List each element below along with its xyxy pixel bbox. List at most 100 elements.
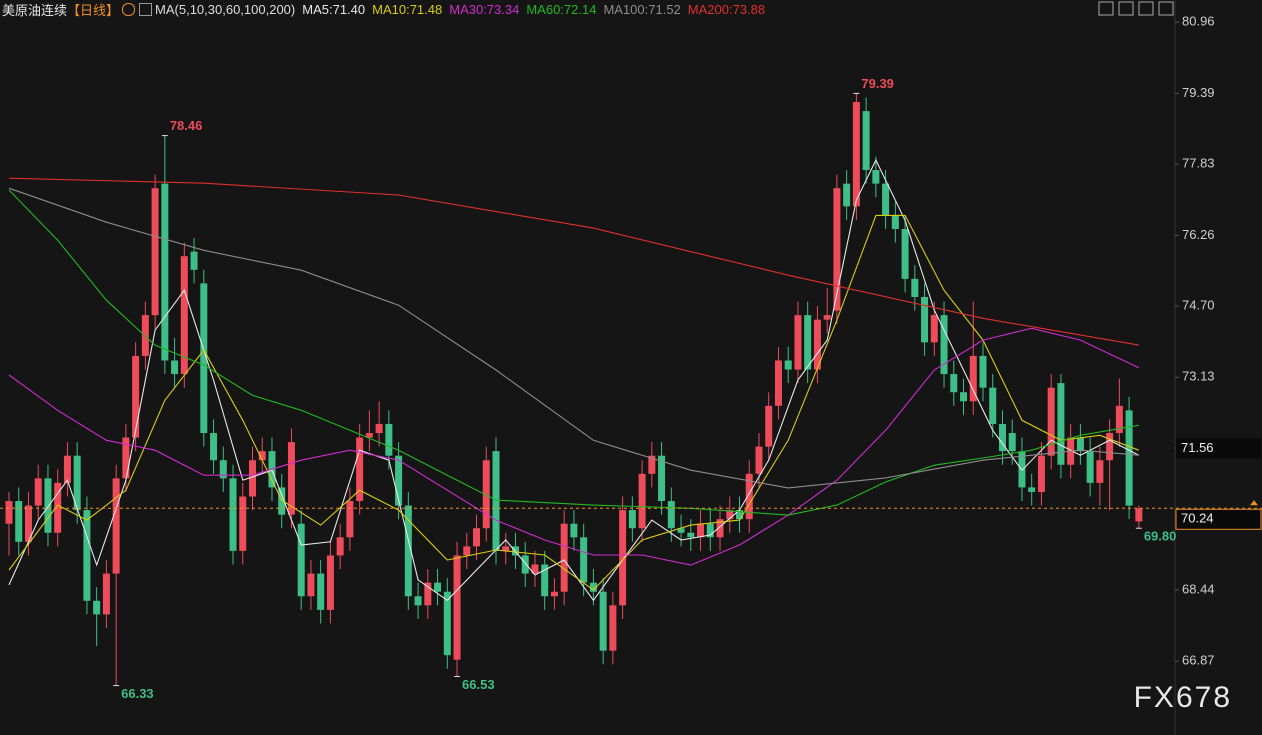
candle-body	[395, 455, 403, 506]
candle-body	[336, 537, 344, 556]
candle-body	[823, 315, 831, 320]
candle-body	[1115, 405, 1123, 434]
header: 美原油连续 【日线】 MA(5,10,30,60,100,200) MA5:71…	[2, 0, 772, 18]
y-tick-label: 74.70	[1182, 297, 1215, 312]
price-tag: 71.56	[1181, 440, 1214, 455]
ma-line	[8, 158, 1140, 602]
annotation-label: 79.39	[861, 76, 894, 91]
candle-body	[833, 188, 841, 311]
candle-body	[628, 510, 636, 529]
candle-body	[901, 228, 909, 279]
candle-body	[453, 555, 461, 660]
candle-body	[24, 505, 32, 542]
candle-body	[794, 315, 802, 370]
icon[interactable]	[122, 2, 136, 16]
candle-body	[891, 215, 899, 229]
candle-body	[210, 433, 218, 461]
candle-body	[687, 532, 695, 538]
price-tag-box	[1176, 438, 1261, 459]
candle-body	[1106, 433, 1114, 461]
candle-body	[560, 523, 568, 592]
candle-body	[34, 478, 42, 506]
candle-body	[239, 496, 247, 551]
ma-line	[8, 187, 1139, 489]
candle-body	[843, 183, 851, 207]
ma-line	[8, 189, 1139, 516]
candle-body	[979, 355, 987, 388]
candle-body	[531, 564, 539, 574]
candle-body	[424, 582, 432, 606]
candle-body	[102, 573, 110, 615]
tool-button[interactable]	[1118, 1, 1134, 16]
annotation-label: 66.53	[462, 677, 495, 692]
candle-body	[989, 387, 997, 424]
candle-body	[93, 600, 101, 615]
candle-body	[1008, 433, 1016, 452]
candle-body	[599, 591, 607, 651]
candle-body	[580, 537, 588, 583]
candle-body	[356, 437, 364, 502]
tool-button[interactable]	[1098, 1, 1114, 16]
candle-body	[1076, 437, 1084, 452]
candle-body	[414, 596, 422, 606]
candle-body	[317, 573, 325, 610]
candle-body	[44, 478, 52, 533]
candle-body	[969, 355, 977, 402]
candle-body	[200, 283, 208, 434]
tool-button[interactable]	[1158, 1, 1174, 16]
ma-params: MA(5,10,30,60,100,200)	[155, 1, 296, 17]
candle-body	[550, 591, 558, 597]
toolbar[interactable]	[1098, 1, 1174, 16]
candle-body	[258, 451, 266, 461]
candle-body	[229, 478, 237, 551]
candle-body	[1135, 508, 1143, 522]
candle-body	[609, 605, 617, 651]
candle-body	[677, 528, 685, 533]
candle-body	[862, 111, 870, 171]
candle-body	[249, 460, 256, 497]
y-tick-label: 76.26	[1182, 227, 1215, 242]
candle-body	[765, 405, 773, 447]
candle-body	[73, 455, 81, 511]
annotation-label: 66.33	[121, 686, 154, 701]
tool-button[interactable]	[1138, 1, 1154, 16]
candle-body	[365, 433, 373, 438]
legend-item: MA100:71.52	[603, 1, 681, 17]
candle-body	[502, 546, 510, 551]
candle-body	[1047, 387, 1055, 456]
candle-body	[404, 505, 412, 597]
candle-body	[375, 423, 383, 434]
candle-body	[161, 183, 169, 361]
candle-body	[132, 355, 140, 438]
y-tick-label: 80.96	[1182, 14, 1215, 29]
icon[interactable]	[139, 2, 153, 16]
candle-body	[385, 423, 393, 456]
candle-body	[804, 315, 812, 370]
candle-body	[219, 460, 227, 479]
candle-body	[492, 451, 500, 551]
candle-body	[151, 188, 159, 316]
candle-body	[346, 501, 354, 538]
candle-body	[745, 473, 753, 520]
candle-body	[813, 319, 821, 370]
legend-item: MA30:73.34	[449, 1, 520, 17]
annotation-label: 69.80	[1144, 529, 1177, 544]
candle-body	[716, 519, 724, 538]
candle-body	[180, 256, 188, 375]
candle-body	[463, 546, 471, 556]
candle-body	[1086, 451, 1094, 483]
candle-body	[443, 591, 451, 656]
candle-body	[882, 183, 890, 216]
candle-body	[755, 446, 763, 474]
candle-body	[1057, 383, 1065, 465]
y-tick-label: 73.13	[1182, 369, 1215, 384]
candle-body	[15, 501, 23, 542]
candle-body	[667, 501, 675, 529]
candle-body	[570, 523, 578, 538]
ma-line	[8, 327, 1140, 566]
candle-body	[1096, 460, 1104, 483]
candle-body	[784, 360, 792, 370]
candle-body	[190, 251, 198, 270]
